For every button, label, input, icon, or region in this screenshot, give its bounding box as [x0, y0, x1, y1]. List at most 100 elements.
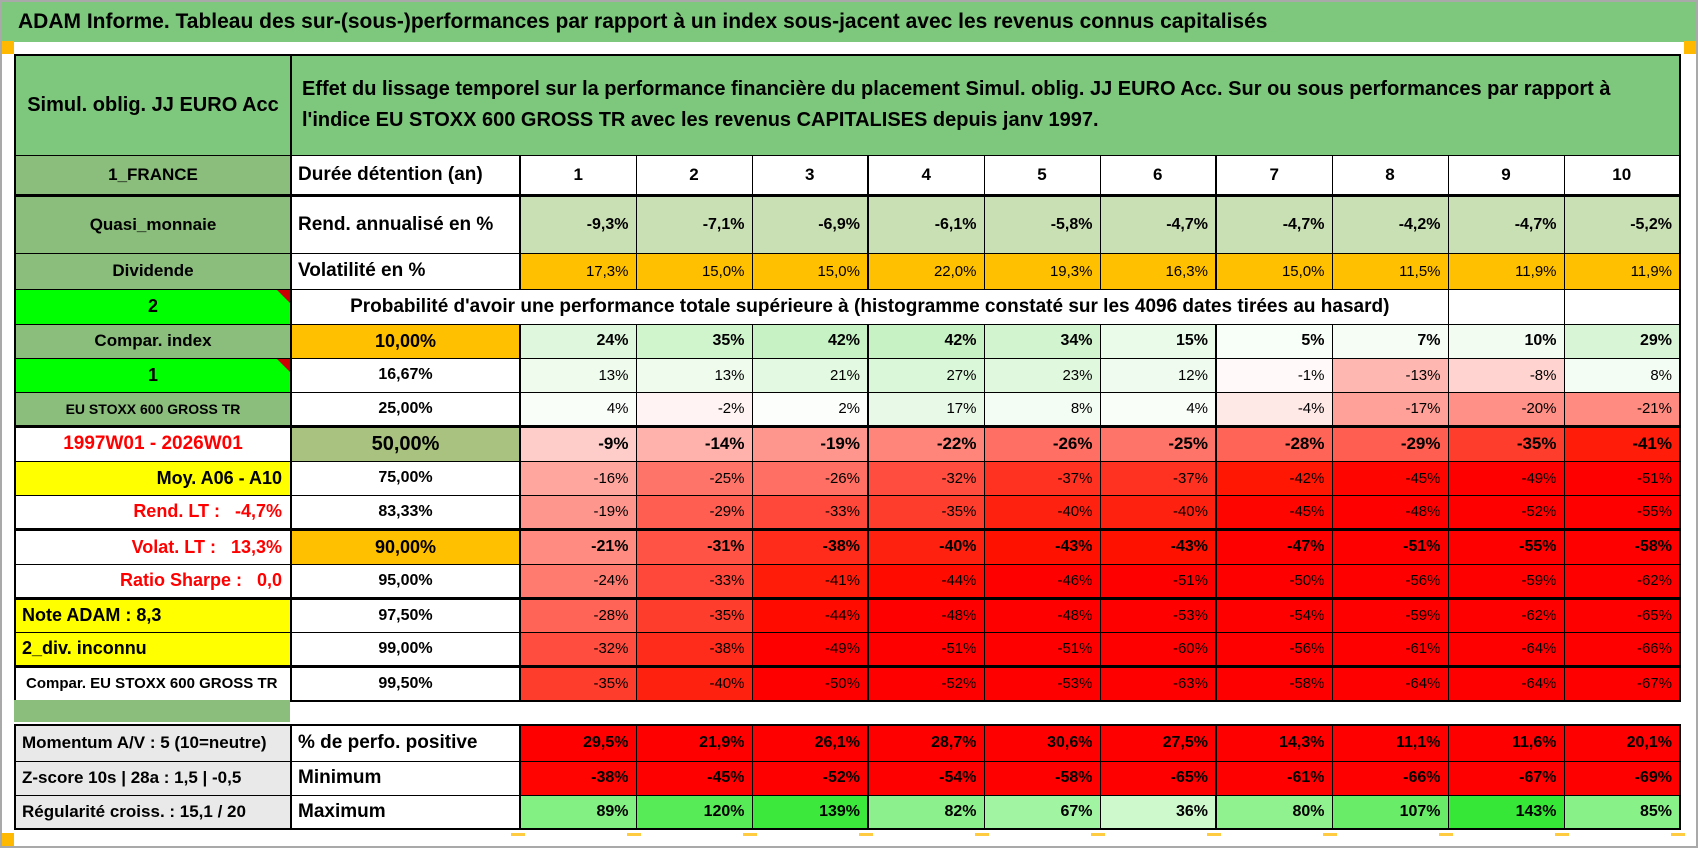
value-cell[interactable]: -35% — [1447, 424, 1565, 462]
value-cell[interactable]: -65% — [1563, 596, 1681, 633]
value-cell[interactable]: -52% — [867, 664, 985, 702]
row-label[interactable]: Rend. LT : -4,7% — [14, 494, 292, 530]
value-cell[interactable]: -50% — [1215, 563, 1333, 599]
value-cell[interactable]: 4% — [519, 391, 637, 427]
value-cell[interactable]: -6,9% — [751, 194, 869, 254]
value-cell[interactable]: -19% — [519, 494, 637, 530]
value-cell[interactable]: 26,1% — [751, 724, 869, 762]
value-cell[interactable]: -48% — [867, 596, 985, 633]
value-cell[interactable]: -56% — [1215, 631, 1333, 667]
value-cell[interactable]: -8% — [1447, 357, 1565, 393]
value-cell[interactable]: 139% — [751, 794, 869, 830]
value-cell[interactable]: 8 — [1331, 154, 1449, 197]
value-cell[interactable]: -47% — [1215, 527, 1333, 565]
percentile-label[interactable]: % de perfo. positive — [290, 724, 521, 762]
value-cell[interactable]: 7 — [1215, 154, 1333, 197]
value-cell[interactable]: 21,9% — [635, 724, 753, 762]
value-cell[interactable]: 19,3% — [983, 252, 1101, 290]
value-cell[interactable]: -29% — [635, 494, 753, 530]
row-label[interactable]: 1 — [14, 357, 292, 393]
value-cell[interactable]: -45% — [1215, 494, 1333, 530]
value-cell[interactable]: 42% — [867, 323, 985, 359]
percentile-label[interactable]: 99,50% — [290, 664, 521, 702]
value-cell[interactable]: -42% — [1215, 460, 1333, 496]
value-cell[interactable]: 15,0% — [751, 252, 869, 290]
value-cell[interactable]: -17% — [1331, 391, 1449, 427]
value-cell[interactable]: -37% — [1099, 460, 1217, 496]
value-cell[interactable]: -2% — [635, 391, 753, 427]
value-cell[interactable]: -54% — [867, 760, 985, 796]
value-cell[interactable]: 27% — [867, 357, 985, 393]
value-cell[interactable]: -33% — [751, 494, 869, 530]
value-cell[interactable]: -51% — [867, 631, 985, 667]
row-label[interactable]: Volat. LT : 13,3% — [14, 527, 292, 565]
value-cell[interactable]: -28% — [519, 596, 637, 633]
value-cell[interactable]: 13% — [519, 357, 637, 393]
value-cell[interactable]: -54% — [1215, 596, 1333, 633]
value-cell[interactable]: 35% — [635, 323, 753, 359]
row-label[interactable]: Régularité croiss. : 15,1 / 20 — [14, 794, 292, 830]
value-cell[interactable]: 11,9% — [1563, 252, 1681, 290]
value-cell[interactable]: -51% — [1331, 527, 1449, 565]
value-cell[interactable]: -62% — [1563, 563, 1681, 599]
value-cell[interactable]: -4,7% — [1215, 194, 1333, 254]
value-cell[interactable]: -35% — [519, 664, 637, 702]
value-cell[interactable]: 17% — [867, 391, 985, 427]
value-cell[interactable]: 10 — [1563, 154, 1681, 197]
value-cell[interactable]: 13% — [635, 357, 753, 393]
value-cell[interactable]: 23% — [983, 357, 1101, 393]
value-cell[interactable]: -44% — [867, 563, 985, 599]
value-cell[interactable]: -46% — [983, 563, 1101, 599]
value-cell[interactable]: -31% — [635, 527, 753, 565]
value-cell[interactable]: 11,5% — [1331, 252, 1449, 290]
value-cell[interactable]: -53% — [983, 664, 1101, 702]
row-label[interactable]: Compar. EU STOXX 600 GROSS TR — [14, 664, 292, 702]
row-label[interactable]: Compar. index — [14, 323, 292, 359]
value-cell[interactable]: 7% — [1331, 323, 1449, 359]
value-cell[interactable]: 5% — [1215, 323, 1333, 359]
value-cell[interactable]: 89% — [519, 794, 637, 830]
value-cell[interactable]: -67% — [1563, 664, 1681, 702]
value-cell[interactable]: -16% — [519, 460, 637, 496]
value-cell[interactable]: -41% — [751, 563, 869, 599]
percentile-label[interactable]: 25,00% — [290, 391, 521, 427]
value-cell[interactable]: -44% — [751, 596, 869, 633]
value-cell[interactable]: 21% — [751, 357, 869, 393]
value-cell[interactable]: -6,1% — [867, 194, 985, 254]
value-cell[interactable]: -29% — [1331, 424, 1449, 462]
value-cell[interactable]: -19% — [751, 424, 869, 462]
percentile-label[interactable]: 99,00% — [290, 631, 521, 667]
value-cell[interactable]: 15,0% — [1215, 252, 1333, 290]
percentile-label[interactable]: Durée détention (an) — [290, 154, 521, 197]
value-cell[interactable]: 1 — [519, 154, 637, 197]
value-cell[interactable]: 36% — [1099, 794, 1217, 830]
value-cell[interactable]: 24% — [519, 323, 637, 359]
probability-header-cell[interactable]: Probabilité d'avoir une performance tota… — [290, 288, 1449, 325]
value-cell[interactable]: -45% — [635, 760, 753, 796]
value-cell[interactable]: 12% — [1099, 357, 1217, 393]
value-cell[interactable]: 120% — [635, 794, 753, 830]
value-cell[interactable]: -66% — [1331, 760, 1449, 796]
value-cell[interactable]: -62% — [1447, 596, 1565, 633]
value-cell[interactable]: 2% — [751, 391, 869, 427]
value-cell[interactable]: -4,7% — [1099, 194, 1217, 254]
value-cell[interactable]: -50% — [751, 664, 869, 702]
row-label[interactable]: Quasi_monnaie — [14, 194, 292, 254]
percentile-label[interactable]: Rend. annualisé en % — [290, 194, 521, 254]
row-label[interactable]: EU STOXX 600 GROSS TR — [14, 391, 292, 427]
percentile-label[interactable]: Minimum — [290, 760, 521, 796]
value-cell[interactable]: -9% — [519, 424, 637, 462]
value-cell[interactable]: -4,2% — [1331, 194, 1449, 254]
value-cell[interactable]: -43% — [983, 527, 1101, 565]
row-label[interactable]: Ratio Sharpe : 0,0 — [14, 563, 292, 599]
value-cell[interactable]: -69% — [1563, 760, 1681, 796]
value-cell[interactable]: -40% — [983, 494, 1101, 530]
value-cell[interactable]: 85% — [1563, 794, 1681, 830]
value-cell[interactable]: -4% — [1215, 391, 1333, 427]
value-cell[interactable]: 15,0% — [635, 252, 753, 290]
value-cell[interactable]: 80% — [1215, 794, 1333, 830]
value-cell[interactable]: 82% — [867, 794, 985, 830]
value-cell[interactable]: 20,1% — [1563, 724, 1681, 762]
value-cell[interactable]: -55% — [1563, 494, 1681, 530]
value-cell[interactable]: 107% — [1331, 794, 1449, 830]
